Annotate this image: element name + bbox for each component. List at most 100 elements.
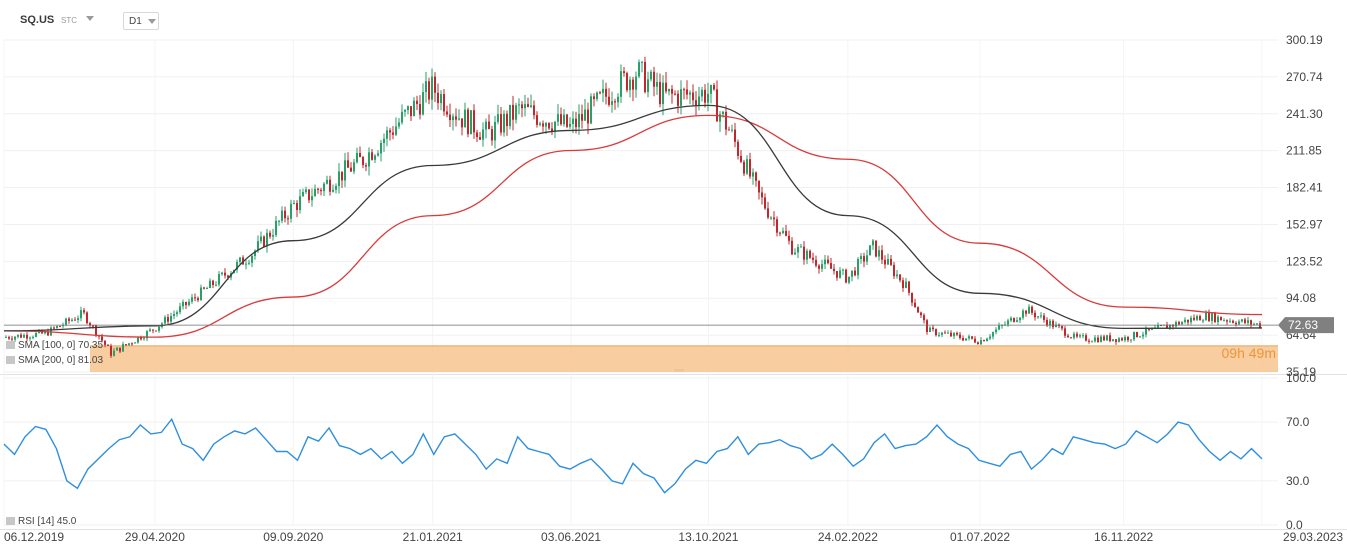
candle-body xyxy=(305,189,307,193)
timeframe-chevron-down-icon xyxy=(148,19,156,24)
candle-body xyxy=(1184,319,1186,323)
candle-body xyxy=(740,155,742,162)
candle-body xyxy=(920,312,922,316)
candle-body xyxy=(698,96,700,106)
current-price-badge xyxy=(1278,317,1334,334)
candle-body xyxy=(836,271,838,278)
candle-body xyxy=(551,128,553,132)
candle-body xyxy=(353,162,355,172)
candle-body xyxy=(878,250,880,257)
price-axis-tick-label: 182.41 xyxy=(1286,181,1323,195)
indicator-settings-icon[interactable] xyxy=(6,517,15,525)
candle-body xyxy=(929,327,931,332)
chart-header: SQ.US STC D1 xyxy=(0,0,1347,40)
sma-100-label: SMA [100, 0] 70.35 xyxy=(18,340,104,351)
candle-body xyxy=(1187,319,1189,323)
candle-body xyxy=(92,325,94,327)
candle-body xyxy=(758,180,760,193)
candle-body xyxy=(1037,316,1039,318)
candle-body xyxy=(809,250,811,258)
market-label: STC xyxy=(61,16,77,25)
candle-body xyxy=(821,264,823,269)
candle-body xyxy=(1148,328,1150,330)
candle-body xyxy=(494,121,496,141)
indicator-settings-icon[interactable] xyxy=(6,341,15,349)
candle-body xyxy=(8,337,10,339)
candle-body xyxy=(725,111,727,130)
candle-body xyxy=(656,81,658,87)
candle-body xyxy=(11,338,13,340)
candle-body xyxy=(998,325,1000,330)
candle-body xyxy=(1097,337,1099,342)
candle-body xyxy=(692,92,694,101)
candle-body xyxy=(59,326,61,328)
candle-body xyxy=(722,111,724,115)
candle-body xyxy=(350,167,352,172)
timeframe-select[interactable]: D1 xyxy=(123,12,159,30)
candle-body xyxy=(518,104,520,106)
candle-body xyxy=(1019,317,1021,321)
price-plot-area[interactable] xyxy=(4,40,1278,372)
candle-body xyxy=(1043,315,1045,320)
candle-body xyxy=(1166,324,1168,329)
candle-body xyxy=(164,317,166,324)
candle-body xyxy=(152,329,154,331)
candle-body xyxy=(1247,320,1249,323)
candle-body xyxy=(104,340,106,345)
candle-body xyxy=(299,196,301,211)
candle-body xyxy=(572,118,574,124)
candle-body xyxy=(1181,322,1183,325)
candle-body xyxy=(755,172,757,181)
highlight-zone xyxy=(90,345,1278,372)
candle-body xyxy=(533,105,535,116)
indicator-settings-icon[interactable] xyxy=(6,356,15,364)
candle-body xyxy=(341,171,343,181)
candle-body xyxy=(209,280,211,289)
candle-body xyxy=(971,336,973,339)
candle-body xyxy=(14,336,16,340)
candle-body xyxy=(1115,339,1117,342)
candle-body xyxy=(593,96,595,99)
candle-body xyxy=(539,123,541,125)
candle-body xyxy=(335,186,337,190)
candle-body xyxy=(455,116,457,120)
candle-body xyxy=(5,337,7,339)
symbol-label[interactable]: SQ.US xyxy=(20,14,55,26)
candle-body xyxy=(311,196,313,201)
candle-body xyxy=(845,269,847,283)
candle-body xyxy=(869,245,871,256)
indicator-legend-sma-200[interactable]: SMA [200, 0] 81.03 xyxy=(6,355,103,366)
candle-body xyxy=(884,259,886,265)
candle-body xyxy=(650,71,652,80)
candle-body xyxy=(785,230,787,236)
candle-body xyxy=(563,114,565,125)
candle-body xyxy=(776,219,778,233)
candle-body xyxy=(389,130,391,133)
candle-body xyxy=(995,329,997,333)
candle-body xyxy=(812,257,814,260)
candle-body xyxy=(1046,319,1048,326)
candle-body xyxy=(977,342,979,345)
candle-body xyxy=(53,327,55,329)
candle-body xyxy=(149,329,151,332)
price-axis-tick-label: 35.19 xyxy=(1286,365,1316,379)
candle-body xyxy=(1229,320,1231,322)
symbol-chevron-down-icon[interactable] xyxy=(86,16,94,21)
candle-body xyxy=(674,93,676,95)
candle-body xyxy=(521,104,523,109)
candle-body xyxy=(182,301,184,307)
candle-body xyxy=(392,132,394,135)
indicator-legend-rsi[interactable]: RSI [14] 45.0 xyxy=(6,516,76,527)
candle-body xyxy=(479,137,481,140)
candle-body xyxy=(86,312,88,324)
candle-body xyxy=(1082,335,1084,337)
candle-body xyxy=(1136,331,1138,338)
indicator-legend-sma-100[interactable]: SMA [100, 0] 70.35 xyxy=(6,340,103,351)
candle-body xyxy=(203,287,205,289)
candle-body xyxy=(968,336,970,339)
candle-body xyxy=(506,113,508,127)
candle-body xyxy=(743,161,745,174)
candle-body xyxy=(905,281,907,288)
